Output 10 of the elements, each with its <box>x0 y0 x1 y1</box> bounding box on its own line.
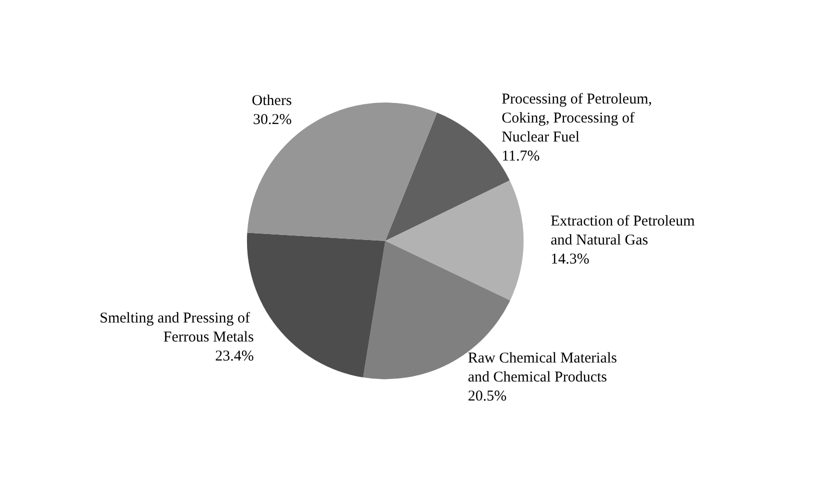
slice-label: Extraction of Petroleum and Natural Gas <box>550 213 698 248</box>
slice-label: Raw Chemical Materials and Chemical Products <box>468 350 621 386</box>
data-label: 30.2% <box>253 112 292 128</box>
slice-label: Smelting and Pressing of Ferrous Metals <box>100 310 254 346</box>
data-label: 11.7% <box>502 148 540 165</box>
data-label: 14.3% <box>550 251 590 268</box>
data-label: 20.5% <box>468 388 507 405</box>
slice-label: Others <box>252 92 292 109</box>
data-label: 23.4% <box>215 348 254 364</box>
slice-label: Processing of Petroleum, Coking, Processing of Nuclear Fuel <box>502 92 656 146</box>
